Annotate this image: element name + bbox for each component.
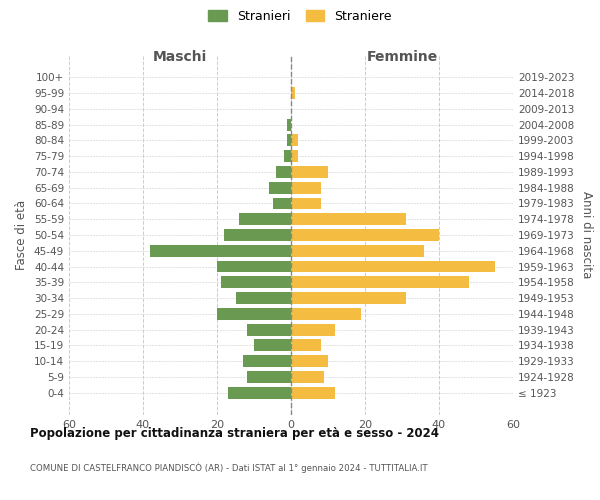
Text: COMUNE DI CASTELFRANCO PIANDISCÒ (AR) - Dati ISTAT al 1° gennaio 2024 - TUTTITAL: COMUNE DI CASTELFRANCO PIANDISCÒ (AR) - …: [30, 462, 428, 473]
Bar: [151, 245, 291, 256]
Bar: [291, 150, 298, 162]
Bar: [291, 292, 406, 304]
Bar: [291, 87, 295, 99]
Bar: [291, 198, 320, 209]
Bar: [276, 166, 291, 178]
Legend: Stranieri, Straniere: Stranieri, Straniere: [205, 6, 395, 26]
Text: Femmine: Femmine: [367, 50, 437, 64]
Bar: [221, 276, 291, 288]
Bar: [291, 387, 335, 398]
Text: Maschi: Maschi: [153, 50, 207, 64]
Bar: [291, 134, 298, 146]
Bar: [291, 166, 328, 178]
Bar: [291, 229, 439, 241]
Bar: [243, 356, 291, 367]
Bar: [291, 276, 469, 288]
Bar: [217, 308, 291, 320]
Bar: [217, 260, 291, 272]
Bar: [291, 340, 320, 351]
Bar: [239, 214, 291, 225]
Bar: [228, 387, 291, 398]
Text: Popolazione per cittadinanza straniera per età e sesso - 2024: Popolazione per cittadinanza straniera p…: [30, 428, 439, 440]
Bar: [291, 245, 424, 256]
Bar: [291, 308, 361, 320]
Bar: [254, 340, 291, 351]
Bar: [235, 292, 291, 304]
Y-axis label: Fasce di età: Fasce di età: [16, 200, 28, 270]
Bar: [291, 356, 328, 367]
Bar: [224, 229, 291, 241]
Bar: [287, 118, 291, 130]
Bar: [247, 324, 291, 336]
Bar: [247, 371, 291, 383]
Bar: [291, 324, 335, 336]
Bar: [284, 150, 291, 162]
Bar: [272, 198, 291, 209]
Bar: [287, 134, 291, 146]
Bar: [291, 182, 320, 194]
Bar: [291, 260, 494, 272]
Bar: [291, 371, 325, 383]
Bar: [291, 214, 406, 225]
Y-axis label: Anni di nascita: Anni di nascita: [580, 192, 593, 278]
Bar: [269, 182, 291, 194]
